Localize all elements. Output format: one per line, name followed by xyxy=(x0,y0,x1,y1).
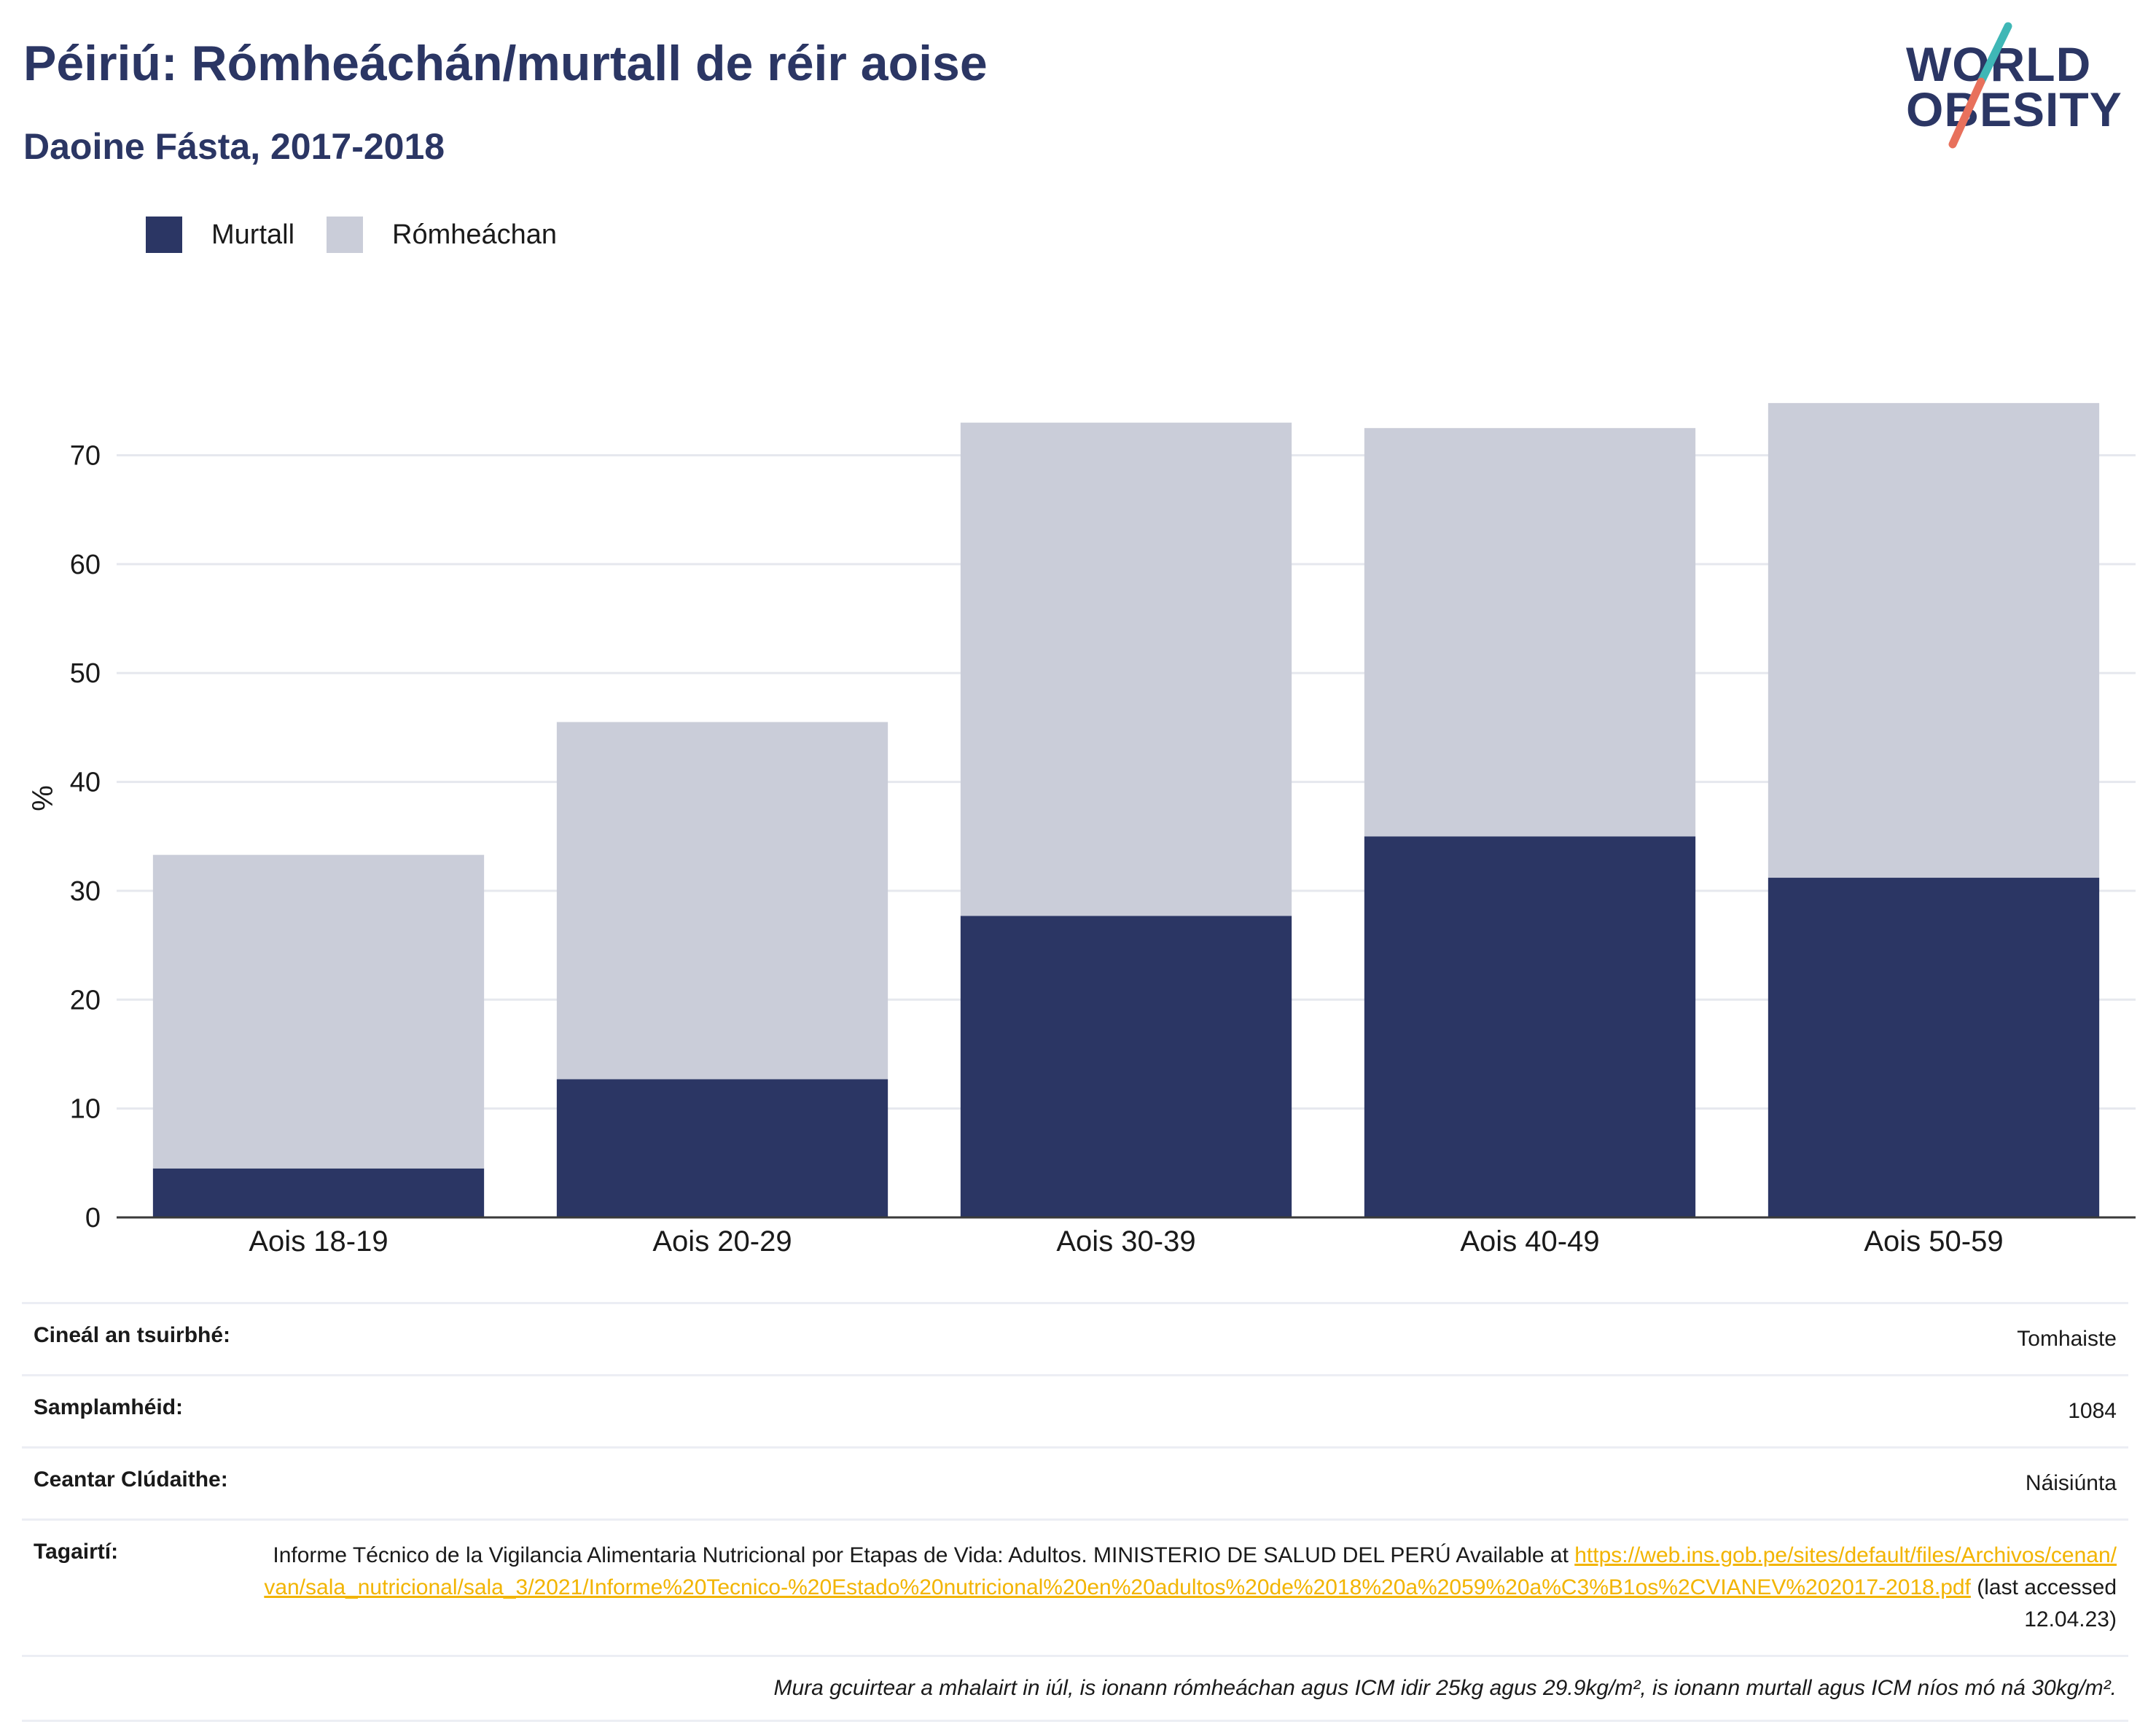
meta-row-coverage: Ceantar Clúdaithe: Náisiúnta xyxy=(22,1446,2128,1518)
bar-obesity xyxy=(1768,878,2100,1217)
reference-link[interactable]: https://web.ins.gob.pe/sites/default/fil… xyxy=(264,1543,2117,1599)
x-tick-label: Aois 50-59 xyxy=(1864,1225,2003,1258)
x-tick-label: Aois 40-49 xyxy=(1460,1225,1599,1258)
legend-swatch-overweight xyxy=(327,217,364,253)
meta-row-note: Mura gcuirtear a mhalairt in iúl, is ion… xyxy=(22,1655,2128,1722)
bar-obesity xyxy=(556,1079,888,1217)
chart-title: Péiriú: Rómheáchán/murtall de réir aoise xyxy=(23,36,988,91)
y-axis-label: % xyxy=(27,785,59,811)
y-tick-label: 10 xyxy=(70,1094,101,1125)
logo-slash-icon xyxy=(1948,22,2012,149)
meta-row-survey-type: Cineál an tsuirbhé: Tomhaiste xyxy=(22,1302,2128,1374)
x-tick-label: Aois 20-29 xyxy=(652,1225,792,1258)
chart-subtitle: Daoine Fásta, 2017-2018 xyxy=(23,126,445,167)
y-tick-label: 40 xyxy=(70,768,101,798)
chart-legend: Murtall Rómheáchan xyxy=(146,216,589,254)
logo-word-obesity: OBESITY xyxy=(1906,82,2122,136)
meta-value-sample-size: 1084 xyxy=(2068,1399,2117,1423)
bar-obesity xyxy=(1364,836,1696,1217)
bar-overweight xyxy=(152,854,485,1169)
legend-label-overweight: Rómheáchan xyxy=(392,219,558,250)
x-tick-label: Aois 30-39 xyxy=(1056,1225,1195,1258)
legend-swatch-obesity xyxy=(146,217,182,253)
y-tick-label: 70 xyxy=(70,441,101,472)
meta-key-sample-size: Samplamhéid: xyxy=(34,1395,184,1419)
reference-access-note: (last accessed 12.04.23) xyxy=(1977,1575,2117,1631)
meta-key-references: Tagairtí: xyxy=(34,1540,119,1564)
y-tick-label: 20 xyxy=(70,985,101,1015)
bar-obesity xyxy=(152,1168,485,1217)
legend-item-overweight[interactable]: Rómheáchan xyxy=(327,217,557,253)
definition-note: Mura gcuirtear a mhalairt in iúl, is ion… xyxy=(773,1676,2117,1700)
meta-key-survey-type: Cineál an tsuirbhé: xyxy=(34,1323,231,1347)
stacked-bar-chart: 0 10 20 30 40 50 60 70% Aois 18-19 Aois 20-29 Aois… xyxy=(27,402,2136,1258)
meta-value-survey-type: Tomhaiste xyxy=(2017,1327,2117,1351)
y-tick-label: 50 xyxy=(70,658,101,689)
meta-value-coverage: Náisiúnta xyxy=(2025,1471,2117,1495)
meta-value-references: Informe Técnico de la Vigilancia Aliment… xyxy=(264,1540,2117,1636)
bar-overweight xyxy=(1364,428,1696,837)
y-tick-label: 0 xyxy=(85,1203,101,1233)
reference-text: Informe Técnico de la Vigilancia Aliment… xyxy=(273,1543,1569,1567)
x-tick-label: Aois 18-19 xyxy=(249,1225,388,1258)
y-tick-label: 60 xyxy=(70,550,101,580)
meta-row-references: Tagairtí: Informe Técnico de la Vigilanc… xyxy=(22,1518,2128,1655)
meta-row-sample-size: Samplamhéid: 1084 xyxy=(22,1374,2128,1446)
metadata-table: Cineál an tsuirbhé: Tomhaiste Samplamhéi… xyxy=(22,1302,2128,1722)
meta-key-coverage: Ceantar Clúdaithe: xyxy=(34,1467,228,1492)
bar-overweight xyxy=(556,722,888,1080)
y-tick-label: 30 xyxy=(70,876,101,907)
bar-overweight xyxy=(1768,402,2100,878)
legend-item-obesity[interactable]: Murtall xyxy=(146,217,294,253)
world-obesity-logo: WORLD OBESITY xyxy=(1906,22,2136,153)
bar-overweight xyxy=(960,422,1292,916)
bar-obesity xyxy=(960,916,1292,1217)
legend-label-obesity: Murtall xyxy=(211,219,295,250)
